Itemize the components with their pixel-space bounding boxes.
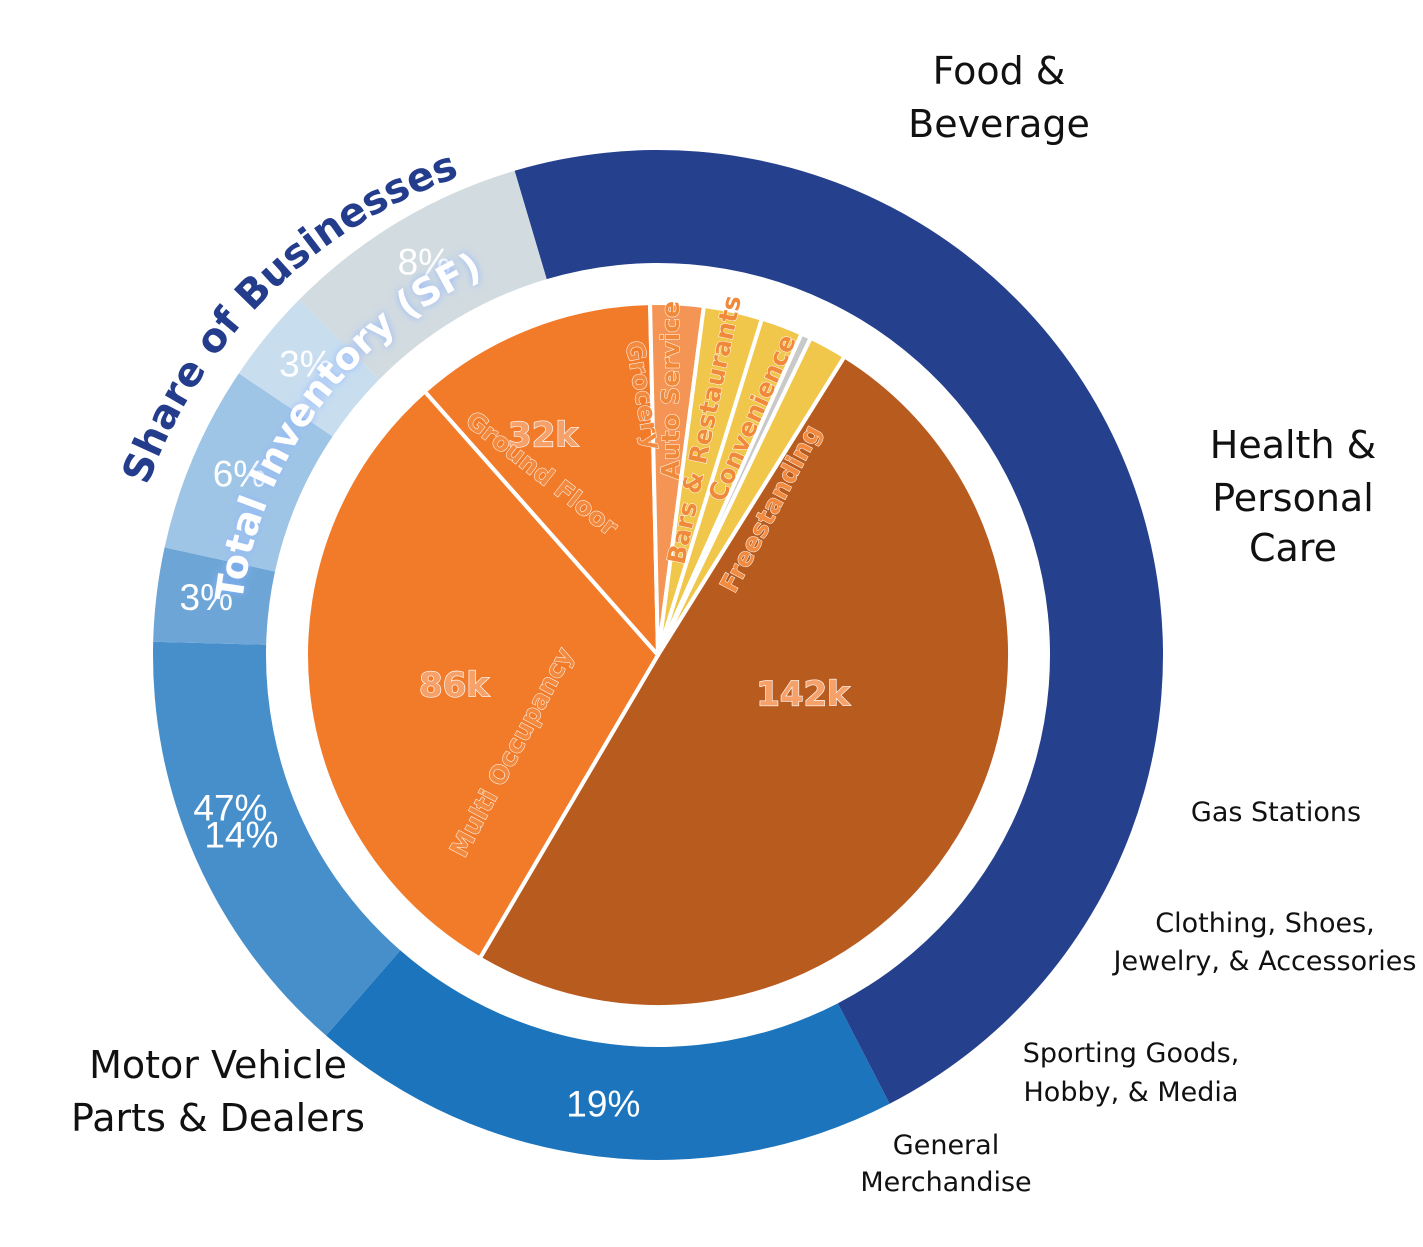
pie-value-ground-floor: 32k — [508, 416, 579, 456]
pie-slice-freestanding — [477, 354, 1013, 1010]
donut-category-general-merchandise: General Merchandise — [860, 1130, 1031, 1198]
donut-segment-sporting-goods-hobby-media — [238, 299, 380, 437]
donut-category-gas-stations: Gas Stations — [1191, 797, 1361, 828]
donut-category-health-personal-care: Health & Personal Care — [1210, 423, 1377, 570]
donut-value-clothing-shoes-jewelry-accessories: 6% — [213, 453, 266, 494]
donut-value-sporting-goods-hobby-media: 3% — [279, 344, 332, 385]
donut-value-general-merchandise: 8% — [398, 241, 451, 282]
pie-value-multi-occupancy: 86k — [419, 666, 490, 706]
donut-value-health-personal-care: 14% — [204, 815, 278, 856]
donut-segment-health-personal-care — [153, 641, 401, 1036]
donut-segment-motor-vehicle-parts-dealers — [514, 150, 1163, 1104]
donut-category-clothing-shoes-jewelry-accessories: Clothing, Shoes, Jewelry, & Accessories — [1112, 908, 1417, 977]
inventory-pie — [304, 301, 1013, 1010]
donut-value-gas-stations: 3% — [180, 577, 233, 618]
donut-segment-general-merchandise — [299, 170, 547, 380]
pie-slice-convenience — [656, 335, 847, 657]
donut-ring — [153, 150, 1163, 1161]
pie-label-auto-service: Auto Service — [656, 301, 685, 480]
donut-value-food-beverage: 19% — [566, 1083, 640, 1124]
donut-segment-clothing-shoes-jewelry-accessories — [164, 373, 333, 572]
pie-slice-multi-occupancy — [304, 389, 660, 961]
donut-category-motor-vehicle-parts-dealers: Motor Vehicle Parts & Dealers — [71, 1043, 365, 1140]
donut-segment-gas-stations — [153, 547, 275, 645]
donut-category-food-beverage: Food & Beverage — [908, 49, 1090, 146]
pie-slice-ground-floor — [422, 301, 660, 657]
donut-value-motor-vehicle-parts-dealers: 47% — [193, 787, 267, 828]
donut-segment-food-beverage — [326, 950, 890, 1161]
pie-value-freestanding: 142k — [756, 675, 851, 715]
donut-category-sporting-goods-hobby-media: Sporting Goods, Hobby, & Media — [1023, 1038, 1240, 1108]
